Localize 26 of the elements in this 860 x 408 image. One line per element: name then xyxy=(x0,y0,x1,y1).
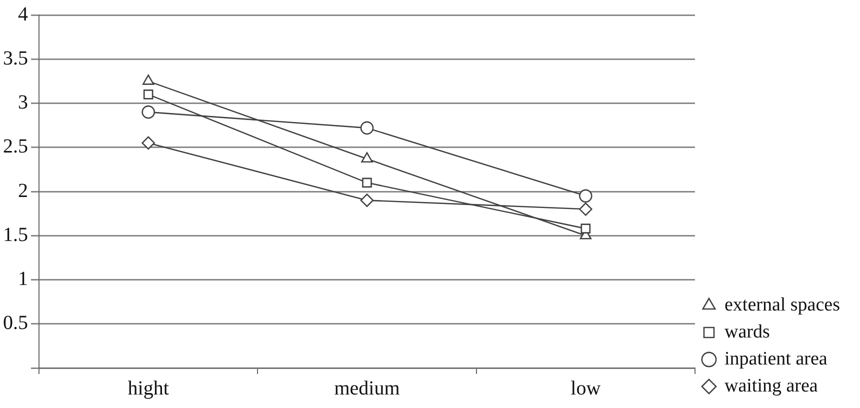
point xyxy=(360,194,374,207)
legend-label: wards xyxy=(724,321,770,342)
point xyxy=(360,121,374,135)
y-tick-label: 3.5 xyxy=(3,47,28,70)
y-tick-label: 2.5 xyxy=(3,136,28,158)
point xyxy=(361,152,373,162)
x-tick-label: low xyxy=(570,377,602,400)
point xyxy=(142,74,154,85)
x-tick-label: hight xyxy=(128,377,170,400)
y-tick-label: 4 xyxy=(18,3,28,26)
y-tick-label: 2 xyxy=(18,180,28,202)
point xyxy=(362,178,372,188)
point xyxy=(579,189,592,203)
y-tick-label: 0.5 xyxy=(3,312,28,334)
x-tick-label: medium xyxy=(334,377,400,400)
point xyxy=(579,202,592,216)
y-tick-label: 3 xyxy=(18,92,28,114)
point xyxy=(580,224,591,234)
legend-label: waiting area xyxy=(724,375,818,396)
y-tick-label: 1 xyxy=(18,268,28,290)
point xyxy=(142,105,155,119)
point xyxy=(142,136,155,150)
legend-label: external spaces xyxy=(724,294,840,316)
point xyxy=(143,90,154,100)
y-tick-label: 1.5 xyxy=(3,224,28,246)
legend-label: inpatient area xyxy=(724,348,828,370)
